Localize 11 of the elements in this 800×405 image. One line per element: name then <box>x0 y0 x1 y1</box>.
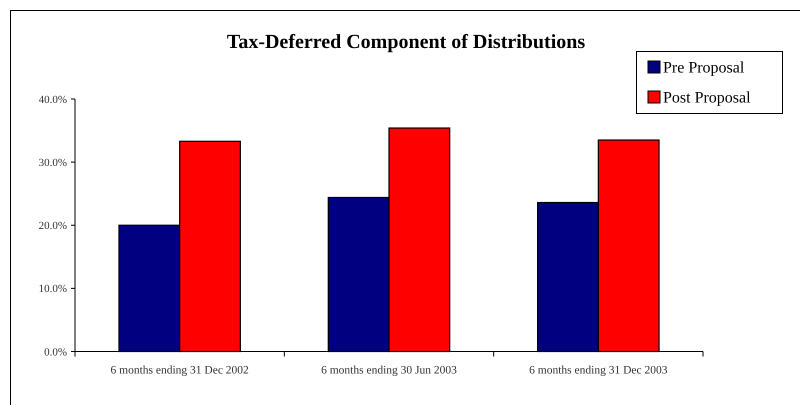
x-tick-label: 6 months ending 31 Dec 2003 <box>529 364 668 376</box>
y-tick-label: 40.0% <box>38 94 67 106</box>
y-tick-label: 30.0% <box>38 156 67 169</box>
legend-label: Post Proposal <box>663 90 752 107</box>
x-tick-label: 6 months ending 30 Jun 2003 <box>321 364 458 376</box>
y-tick-label: 10.0% <box>38 283 67 296</box>
chart-title: Tax-Deferred Component of Distributions <box>226 31 586 53</box>
x-tick-label: 6 months ending 31 Dec 2002 <box>110 364 250 376</box>
legend-label: Pre Proposal <box>663 60 745 77</box>
y-tick-label: 0.0% <box>44 346 67 358</box>
y-tick-label: 20.0% <box>38 220 67 232</box>
